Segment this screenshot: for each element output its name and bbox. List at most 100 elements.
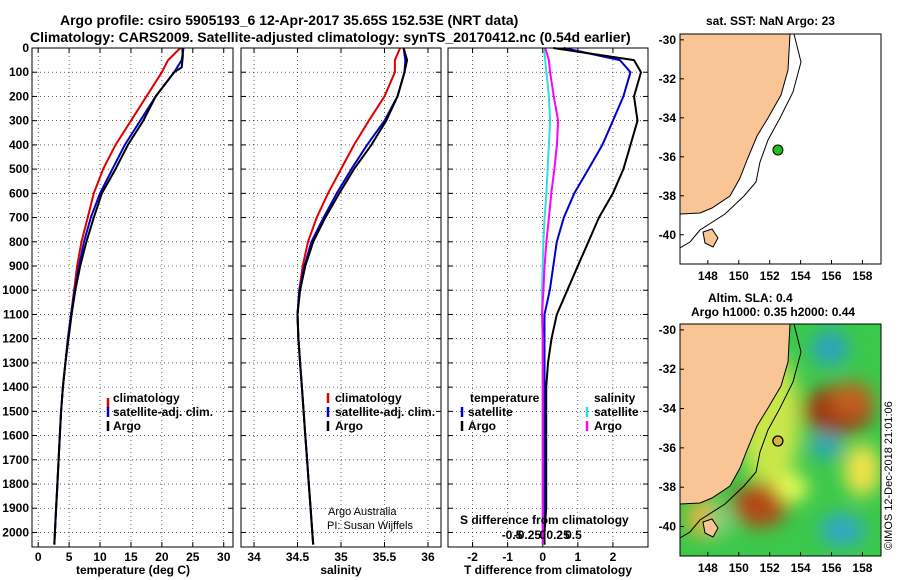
y-tick-label: 1000 (2, 283, 29, 297)
s-tick-label: 0 (539, 528, 546, 542)
legend-climatology: climatology (113, 391, 180, 405)
series-line-s-argo (541, 47, 560, 545)
sst-map-bathy-contour (680, 34, 802, 249)
temperature-panel: 0 100 200 300 400 500 600 700 800 900 1000 1100 1200… (2, 41, 234, 577)
y-tick-label: 200 (9, 89, 29, 103)
difference-legend: temperature satellite Argo salinity sate… (460, 391, 639, 433)
x-tick-label: 34.5 (286, 550, 310, 564)
title-line-2: Climatology: CARS2009. Satellite-adjuste… (30, 29, 631, 45)
sst-map: sat. SST: NaN Argo: 23 148 150 152 154 156 15… (659, 14, 882, 283)
y-tick-label: 400 (9, 138, 29, 152)
credit-line-2: PI: Susan Wijffels (327, 520, 413, 532)
x-tick-label: 30 (217, 550, 231, 564)
difference-panel: -2 -1 0 1 2-0.5-0.250 0.250.5T difference fro… (447, 47, 649, 577)
legend-s-satellite: satellite (594, 405, 639, 419)
sst-map-argo-marker (772, 144, 784, 156)
y-tick-label: 0 (22, 41, 29, 55)
map-y-tick-label: -38 (659, 189, 677, 203)
ssh-map-anomaly (812, 330, 848, 366)
ssh-map-anomaly (776, 474, 808, 502)
map-y-tick-label: -30 (659, 33, 677, 47)
ssh-map-anomaly (844, 444, 880, 496)
legend-satellite: satellite-adj. clim. (335, 405, 435, 419)
map-y-tick-label: -36 (659, 441, 677, 455)
panel-frame (240, 47, 442, 548)
map-x-tick-label: 152 (760, 269, 780, 283)
panel-frame (31, 47, 234, 548)
series-line-t-satellite (543, 47, 632, 545)
credit-line-1: Argo Australia (328, 506, 397, 518)
x-axis-label: T difference from climatology (464, 563, 632, 577)
map-y-tick-label: -40 (659, 520, 677, 534)
y-tick-label: 300 (9, 114, 29, 128)
y-tick-label: 1400 (2, 380, 29, 394)
ssh-map-bathy-contour (680, 324, 802, 539)
salinity-panel: 34 34.5 35 35.5 36 salinity (240, 47, 442, 577)
map-y-tick-label: -30 (659, 323, 677, 337)
x-tick-label: 10 (93, 550, 107, 564)
map-x-tick-label: 156 (822, 561, 842, 575)
sst-map-tasmania (702, 228, 719, 248)
y-tick-label: 600 (9, 186, 29, 200)
y-tick-label: 100 (9, 65, 29, 79)
map-x-tick-label: 156 (822, 269, 842, 283)
x-tick-label: 25 (186, 550, 200, 564)
panel-background (32, 48, 233, 547)
x-tick-label: 34 (247, 550, 261, 564)
ssh-map-argo-marker (772, 435, 784, 447)
x-axis-label: temperature (deg C) (76, 563, 190, 577)
panel-background (241, 48, 441, 547)
y-tick-label: 1100 (3, 307, 29, 321)
sst-map-land (680, 34, 791, 215)
x-tick-label: 15 (124, 550, 138, 564)
y-tick-label: 900 (9, 259, 29, 273)
temperature-legend: climatology satellite-adj. clim. Argo (106, 391, 213, 433)
legend-t-satellite: satellite (468, 405, 513, 419)
map-y-tick-label: -32 (659, 72, 677, 86)
map-y-tick-label: -32 (659, 362, 677, 376)
ssh-map-anomaly (810, 434, 842, 458)
y-tick-label: 800 (9, 235, 29, 249)
map-y-tick-label: -40 (659, 228, 677, 242)
x-tick-label: 5 (66, 550, 73, 564)
x-axis-label: salinity (320, 563, 362, 577)
s-difference-label: S difference from climatology (460, 513, 629, 527)
y-tick-label: 1900 (2, 501, 29, 515)
x-tick-label: -1 (502, 550, 513, 564)
series-line-argo (53, 47, 184, 545)
legend-argo: Argo (335, 419, 363, 433)
x-tick-label: 1 (574, 550, 581, 564)
sst-map-ticks: 148 150 152 154 156 158 -30 -32 -34 -36 -38 -40 (659, 33, 873, 283)
salinity-legend: climatology satellite-adj. clim. Argo (326, 391, 435, 433)
legend-satellite: satellite-adj. clim. (113, 405, 213, 419)
y-tick-label: 1800 (2, 477, 29, 491)
sst-map-title: sat. SST: NaN Argo: 23 (706, 14, 835, 28)
x-tick-label: -2 (467, 550, 478, 564)
map-x-tick-label: 152 (760, 561, 780, 575)
map-x-tick-label: 150 (729, 561, 749, 575)
legend-s-argo: Argo (594, 419, 622, 433)
series-line-t-argo (543, 47, 642, 545)
x-tick-label: 2 (610, 550, 617, 564)
map-y-tick-label: -34 (659, 402, 677, 416)
x-tick-label: 20 (155, 550, 169, 564)
title-line-1: Argo profile: csiro 5905193_6 12-Apr-201… (60, 12, 518, 28)
s-tick-label: 0.5 (565, 528, 582, 542)
map-x-tick-label: 154 (791, 269, 811, 283)
ssh-map-anomaly (820, 514, 864, 546)
y-tick-label: 1200 (2, 332, 29, 346)
map-x-tick-label: 154 (791, 561, 811, 575)
s-tick-label: -0.25 (514, 528, 542, 542)
y-tick-label: 500 (9, 162, 29, 176)
legend-t-argo: Argo (468, 419, 496, 433)
x-tick-label: 35 (334, 550, 348, 564)
map-x-tick-label: 148 (698, 561, 718, 575)
ssh-map-title-2: Argo h1000: 0.35 h2000: 0.44 (691, 305, 855, 319)
y-tick-label: 700 (9, 211, 29, 225)
map-y-tick-label: -38 (659, 480, 677, 494)
series-line-argo (296, 47, 409, 545)
sst-map-frame (679, 33, 882, 265)
map-x-tick-label: 158 (852, 269, 872, 283)
y-tick-label: 1500 (2, 404, 29, 418)
